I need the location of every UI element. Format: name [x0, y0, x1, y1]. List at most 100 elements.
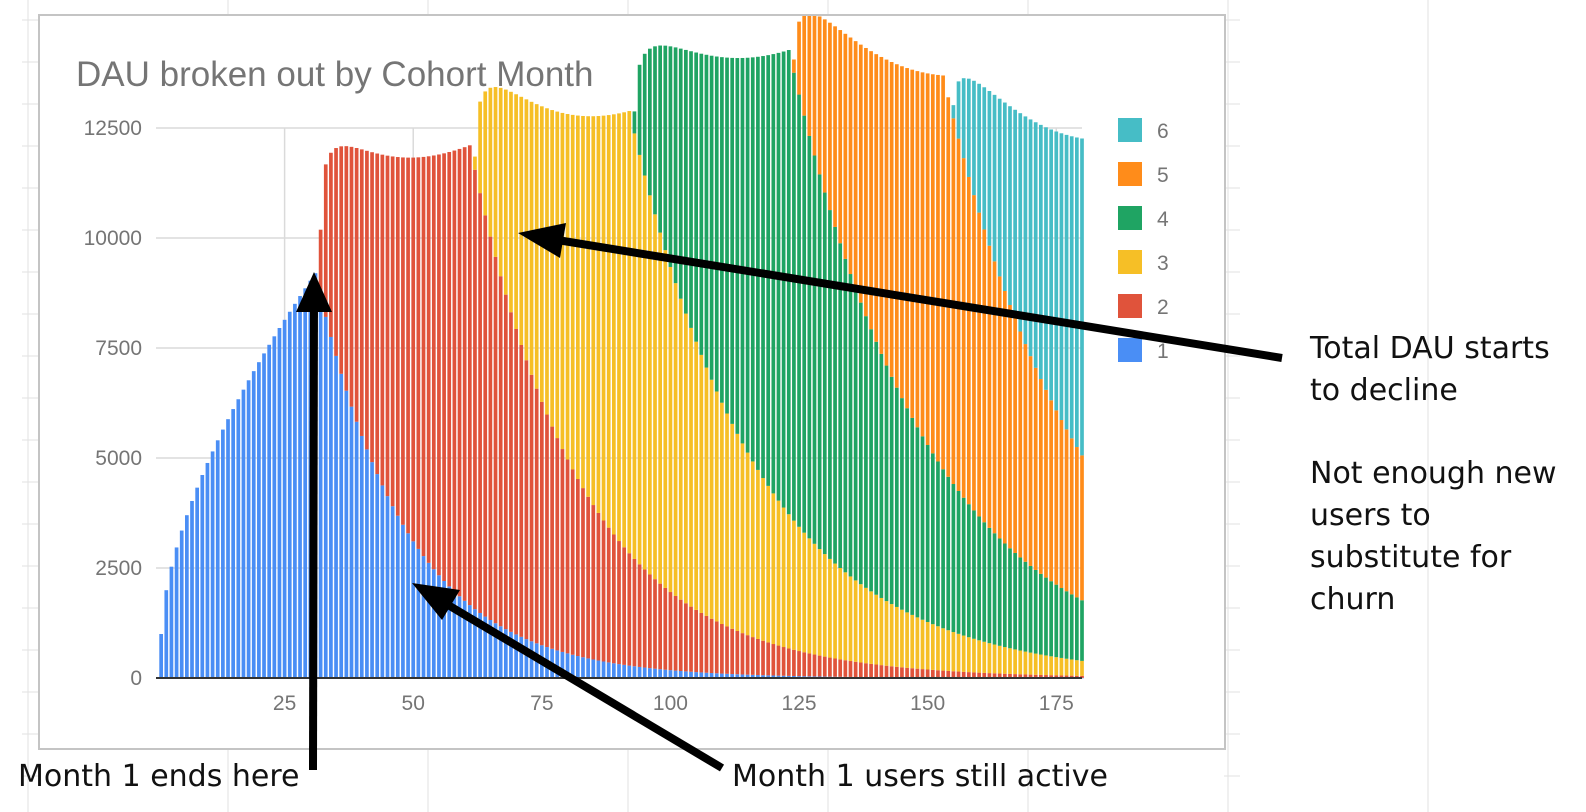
bar-cohort-3 — [709, 379, 714, 619]
bar-cohort-2 — [1013, 674, 1017, 678]
bar-cohort-2 — [329, 152, 333, 337]
bar-cohort-1 — [277, 328, 282, 678]
bar-cohort-2 — [627, 553, 632, 666]
bar-cohort-1 — [534, 643, 539, 678]
bar-cohort-3 — [1018, 650, 1023, 675]
bar-cohort-5 — [915, 71, 920, 428]
bar-cohort-5 — [1038, 379, 1043, 574]
bar-cohort-4 — [642, 53, 647, 176]
bar-cohort-4 — [858, 302, 863, 585]
bar-cohort-2 — [900, 667, 904, 678]
bar-cohort-2 — [781, 647, 786, 676]
bar-cohort-2 — [838, 659, 843, 677]
bar-cohort-3 — [658, 232, 662, 584]
bar-cohort-2 — [426, 156, 431, 563]
bar-cohort-1 — [359, 435, 364, 678]
bar-cohort-6 — [1059, 133, 1064, 421]
bar-cohort-2 — [786, 648, 791, 676]
bar-cohort-1 — [678, 671, 683, 678]
bar-cohort-4 — [1028, 565, 1033, 653]
bar-cohort-2 — [447, 152, 452, 587]
bar-cohort-2 — [668, 592, 673, 671]
bar-cohort-2 — [1028, 674, 1033, 678]
y-tick-label: 5000 — [95, 447, 142, 470]
annotation-decline-line-2: to decline — [1310, 373, 1458, 408]
bar-cohort-1 — [591, 659, 596, 678]
bar-cohort-4 — [1064, 591, 1069, 659]
bar-cohort-1 — [287, 311, 292, 678]
bar-cohort-3 — [627, 111, 632, 554]
bar-cohort-1 — [354, 421, 359, 678]
bar-cohort-4 — [663, 45, 668, 251]
bar-cohort-1 — [447, 586, 452, 678]
bar-cohort-2 — [1069, 675, 1074, 678]
bar-cohort-6 — [1080, 138, 1084, 456]
bar-cohort-3 — [761, 478, 765, 641]
bar-cohort-3 — [488, 87, 493, 237]
bar-cohort-1 — [411, 541, 416, 678]
bar-cohort-3 — [730, 423, 735, 629]
bar-cohort-2 — [833, 658, 837, 677]
bar-cohort-2 — [704, 615, 709, 673]
bar-cohort-2 — [972, 672, 976, 678]
bar-cohort-1 — [524, 639, 529, 678]
bar-cohort-6 — [1028, 119, 1033, 357]
bar-cohort-2 — [879, 665, 884, 678]
bar-cohort-4 — [900, 398, 904, 610]
annotation-churn: Not enough new users to substitute for c… — [1310, 453, 1557, 621]
bar-cohort-1 — [272, 336, 277, 678]
bar-cohort-2 — [817, 655, 822, 677]
bar-cohort-2 — [889, 666, 894, 678]
bar-cohort-4 — [684, 49, 688, 314]
bar-cohort-4 — [936, 461, 940, 627]
bar-cohort-4 — [1002, 543, 1007, 648]
bar-cohort-1 — [257, 362, 261, 678]
bar-cohort-4 — [678, 48, 683, 299]
bar-cohort-2 — [514, 328, 518, 635]
bar-cohort-3 — [596, 116, 601, 513]
annotation-decline: Total DAU starts to decline — [1310, 328, 1550, 412]
bar-cohort-5 — [874, 54, 879, 342]
bar-cohort-4 — [714, 56, 719, 392]
bar-cohort-2 — [1054, 675, 1059, 678]
bar-cohort-3 — [637, 154, 642, 565]
bar-cohort-2 — [848, 661, 853, 677]
bar-cohort-1 — [179, 530, 184, 678]
bar-cohort-4 — [781, 51, 786, 508]
bar-cohort-2 — [586, 496, 590, 659]
bar-cohort-5 — [946, 97, 951, 477]
bar-cohort-4 — [972, 510, 976, 639]
bar-cohort-1 — [606, 662, 611, 678]
bar-cohort-3 — [848, 576, 853, 662]
bar-cohort-3 — [648, 195, 652, 575]
bar-cohort-5 — [797, 21, 801, 95]
bar-cohort-4 — [930, 453, 935, 625]
bar-cohort-4 — [982, 522, 987, 642]
bar-cohort-3 — [519, 96, 524, 345]
bar-cohort-2 — [930, 669, 935, 678]
bar-cohort-2 — [416, 157, 421, 549]
bar-cohort-3 — [972, 638, 976, 673]
bar-cohort-2 — [843, 660, 848, 677]
x-tick-label: 25 — [273, 692, 296, 715]
bar-cohort-5 — [972, 195, 976, 511]
bar-cohort-1 — [344, 390, 349, 678]
bar-cohort-1 — [401, 524, 405, 678]
bar-cohort-2 — [812, 654, 817, 677]
bar-cohort-6 — [1054, 131, 1059, 411]
bar-cohort-2 — [622, 547, 626, 665]
bar-cohort-5 — [879, 56, 884, 354]
bar-cohort-3 — [833, 563, 837, 659]
bar-cohort-2 — [1075, 675, 1079, 678]
bar-cohort-5 — [869, 51, 873, 330]
bar-cohort-4 — [725, 57, 729, 414]
bar-cohort-2 — [478, 193, 482, 613]
bar-cohort-3 — [684, 313, 688, 604]
y-tick-label: 12500 — [84, 117, 142, 140]
bar-cohort-2 — [323, 164, 328, 317]
bar-cohort-5 — [910, 69, 915, 418]
bar-cohort-6 — [1018, 113, 1023, 332]
bar-cohort-1 — [308, 280, 313, 678]
bar-cohort-1 — [617, 664, 621, 678]
bar-cohort-2 — [997, 673, 1002, 678]
